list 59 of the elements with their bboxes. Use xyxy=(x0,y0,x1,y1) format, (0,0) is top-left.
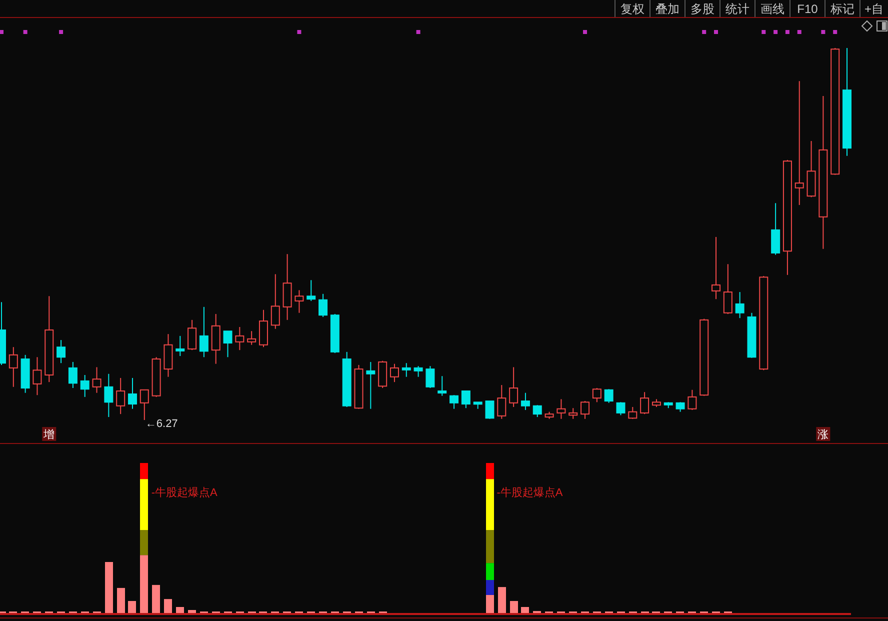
candlestick xyxy=(842,48,852,156)
annotation: -牛股起爆点A xyxy=(496,486,564,499)
text: 统计 xyxy=(726,2,750,16)
candlestick xyxy=(556,398,566,420)
bar xyxy=(498,587,506,613)
text: 多股 xyxy=(690,2,714,16)
bar xyxy=(486,580,494,595)
candlestick xyxy=(104,373,114,418)
candlestick xyxy=(818,95,828,250)
candlestick xyxy=(235,326,244,351)
candlestick xyxy=(211,313,220,364)
candlestick xyxy=(32,356,42,396)
candlestick xyxy=(80,374,90,398)
candlestick xyxy=(568,408,578,420)
bar xyxy=(128,601,136,613)
bar xyxy=(140,530,148,556)
bar xyxy=(486,463,494,480)
text: 复权 xyxy=(620,2,644,16)
text: 涨 xyxy=(818,429,829,441)
bar xyxy=(105,562,113,613)
text: F10 xyxy=(797,2,818,16)
candlestick xyxy=(164,334,173,378)
bar xyxy=(486,530,494,564)
text: 增 xyxy=(42,429,55,441)
candlestick xyxy=(92,366,102,394)
text: 画线 xyxy=(760,2,784,16)
candlestick xyxy=(116,377,126,415)
candlestick xyxy=(56,340,66,364)
candlestick xyxy=(366,361,376,410)
bar xyxy=(188,610,196,613)
bar xyxy=(140,463,148,480)
text: +自 xyxy=(864,2,884,16)
bar xyxy=(140,479,148,530)
candlestick xyxy=(794,80,804,206)
candlestick xyxy=(294,290,304,314)
text: 叠加 xyxy=(656,2,680,16)
candlestick xyxy=(223,330,232,358)
candlestick xyxy=(199,306,208,358)
candlestick xyxy=(270,274,280,330)
candlestick xyxy=(712,236,721,300)
candlestick xyxy=(68,361,78,389)
candlestick xyxy=(44,296,54,383)
bar xyxy=(486,595,494,613)
bar xyxy=(152,584,160,613)
text: 标记 xyxy=(830,2,854,16)
candlestick xyxy=(128,377,137,410)
bar xyxy=(117,588,125,613)
bar xyxy=(140,555,148,613)
bar xyxy=(486,563,494,580)
candlestick xyxy=(8,346,18,388)
candlestick xyxy=(140,389,149,420)
bar xyxy=(164,599,172,613)
bar xyxy=(521,607,529,613)
annotation: -牛股起爆点A xyxy=(151,486,218,499)
bar xyxy=(510,601,518,613)
candlestick xyxy=(282,254,292,320)
annotation: ←6.27 xyxy=(145,418,178,430)
bar xyxy=(486,479,494,530)
bar xyxy=(176,607,184,613)
